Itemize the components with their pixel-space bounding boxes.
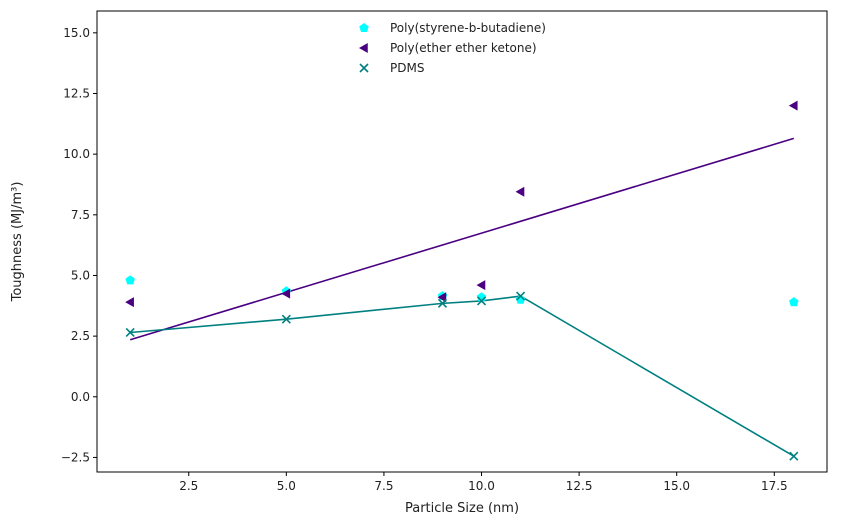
y-tick-label: 12.5 <box>63 86 90 100</box>
y-tick-label: 15.0 <box>63 26 90 40</box>
axes-frame <box>96 10 828 473</box>
poly-ether-ether-ketone-point <box>125 297 134 308</box>
poly-ether-ether-ketone-point <box>515 186 525 197</box>
poly-styrene-b-butadiene-point <box>789 297 799 307</box>
x-axis: 2.5 5.0 7.5 10.0 12.5 15.0 17.5 <box>179 472 788 493</box>
y-tick-label: 7.5 <box>71 208 90 222</box>
poly-ether-ether-ketone-point <box>281 288 291 299</box>
legend-marker-poly-styrene-b-butadiene <box>359 23 369 33</box>
x-tick-label: 5.0 <box>277 479 296 493</box>
poly-ether-ether-ketone-trend-line <box>129 137 795 341</box>
legend-marker-pdms <box>359 63 369 73</box>
legend-label-poly-ether-ether-ketone: Poly(ether ether ketone) <box>390 41 537 55</box>
pdms-line <box>130 295 795 457</box>
poly-styrene-b-butadiene-point <box>515 294 526 304</box>
y-axis: −2.5 0.0 2.5 5.0 7.5 10.0 12.5 15.0 <box>61 26 97 464</box>
pdms-point <box>476 296 487 306</box>
poly-ether-ether-ketone-point <box>437 292 447 303</box>
x-tick-label: 10.0 <box>468 479 495 493</box>
pdms-point <box>281 314 291 324</box>
pdms-point <box>125 327 135 338</box>
y-tick-label: 5.0 <box>71 268 90 282</box>
legend-marker-poly-ether-ether-ketone <box>359 43 368 53</box>
y-tick-label: 10.0 <box>63 147 90 161</box>
x-tick-label: 15.0 <box>663 479 690 493</box>
x-tick-label: 2.5 <box>179 479 198 493</box>
poly-styrene-b-butadiene-point <box>125 275 135 285</box>
legend: Poly(styrene-b-butadiene) Poly(ether ethe… <box>359 21 546 75</box>
x-tick-label: 7.5 <box>374 479 393 493</box>
legend-label-poly-styrene-b-butadiene: Poly(styrene-b-butadiene) <box>390 21 546 35</box>
poly-ether-ether-ketone-point <box>788 100 798 111</box>
x-tick-label: 12.5 <box>566 479 593 493</box>
y-tick-label: 2.5 <box>71 329 90 343</box>
y-tick-label: −2.5 <box>61 450 90 464</box>
pdms-point <box>515 291 526 301</box>
x-tick-label: 17.5 <box>761 479 788 493</box>
y-tick-label: 0.0 <box>71 390 90 404</box>
plot-area <box>125 100 799 461</box>
pdms-point <box>437 298 448 308</box>
pdms-point <box>789 451 799 461</box>
x-axis-label: Particle Size (nm) <box>405 501 519 516</box>
poly-ether-ether-ketone-point <box>476 280 486 291</box>
legend-label-pdms: PDMS <box>390 61 424 75</box>
y-axis-label: Toughness (MJ/m³) <box>10 182 25 303</box>
